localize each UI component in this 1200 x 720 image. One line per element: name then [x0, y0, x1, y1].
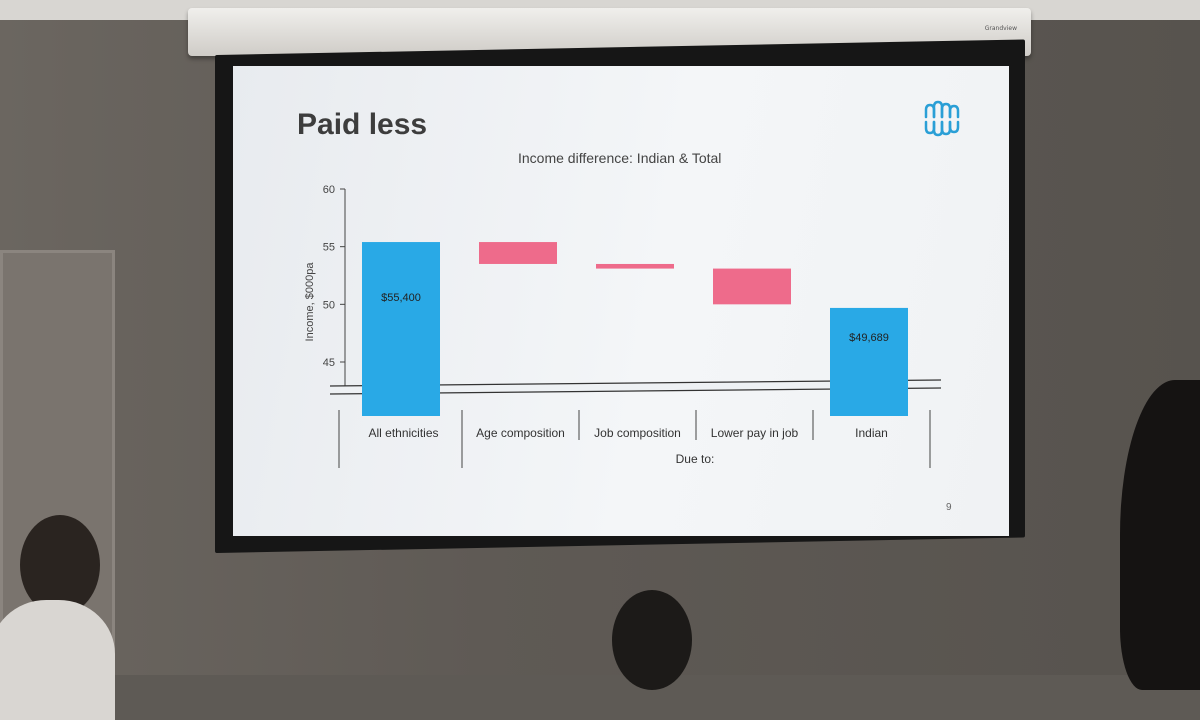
data-label: $49,689: [849, 332, 889, 344]
data-label: $55,400: [381, 292, 421, 304]
audience-member-left: [20, 515, 100, 615]
waterfall-chart: 45 50 55 60 $55,400 $49,689 All ethnicities Ag…: [304, 184, 942, 468]
y-tick-label: 50: [323, 299, 335, 311]
organization-logo-icon: [924, 100, 960, 137]
x-tick-label: Lower pay in job: [711, 426, 799, 440]
presentation-slide: Paid less Income difference: Indian & To…: [233, 66, 1009, 536]
bar-total: [362, 242, 440, 416]
bar-decrease: [713, 268, 791, 305]
x-tick-label: All ethnicities: [368, 426, 438, 440]
y-tick-label: 60: [323, 184, 335, 196]
bar-total: [830, 307, 908, 416]
audience-member-right: [1120, 380, 1200, 690]
y-axis-label: Income, $000pa: [304, 262, 316, 342]
y-tick-label: 45: [323, 357, 335, 369]
x-tick-label: Age composition: [476, 426, 565, 440]
projector-brand: Grandview: [984, 25, 1017, 32]
page-number: 9: [946, 502, 952, 513]
x-axis-label: Due to:: [676, 452, 715, 466]
axis-break-gap: [330, 381, 941, 393]
bar-decrease: [479, 242, 557, 264]
y-tick-label: 55: [323, 242, 335, 254]
x-tick-label: Indian: [855, 426, 888, 440]
audience-member-center: [612, 590, 692, 690]
slide-title: Paid less: [297, 108, 428, 141]
x-tick-label: Job composition: [594, 426, 681, 440]
chart-title: Income difference: Indian & Total: [518, 150, 722, 166]
bar-decrease: [596, 263, 674, 269]
audience-member-left-body: [0, 600, 115, 720]
